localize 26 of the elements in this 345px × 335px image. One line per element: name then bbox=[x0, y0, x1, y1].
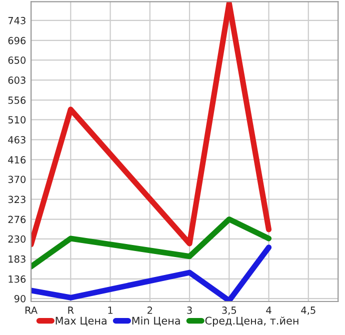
legend-label: Сред.Цена, т.йен bbox=[205, 316, 298, 327]
y-tick-label: 510 bbox=[8, 116, 26, 124]
y-tick-label: 90 bbox=[14, 294, 26, 302]
x-tick-label: RA bbox=[25, 306, 38, 314]
y-tick-label: 650 bbox=[8, 56, 26, 64]
y-tick-label: 416 bbox=[8, 156, 26, 164]
y-tick-label: 230 bbox=[8, 235, 26, 243]
x-tick-label: 2 bbox=[148, 306, 152, 314]
y-tick-label: 696 bbox=[8, 36, 26, 44]
legend-label: Max Цена bbox=[56, 316, 106, 326]
x-tick-label: 4 bbox=[266, 306, 272, 314]
y-tick-label: 183 bbox=[8, 255, 26, 263]
x-tick-label: 4,5 bbox=[301, 306, 316, 315]
y-tick-label: 323 bbox=[8, 196, 26, 204]
y-tick-label: 276 bbox=[8, 216, 26, 224]
x-tick-label: 1 bbox=[108, 306, 112, 314]
x-tick-label: R bbox=[68, 306, 74, 314]
legend-label: Min Цена bbox=[132, 316, 180, 326]
y-tick-label: 370 bbox=[8, 176, 26, 184]
y-tick-label: 603 bbox=[8, 76, 26, 84]
y-tick-label: 743 bbox=[8, 16, 26, 24]
x-tick-label: 3,5 bbox=[222, 306, 236, 315]
y-tick-label: 556 bbox=[8, 96, 26, 104]
y-tick-label: 463 bbox=[8, 136, 26, 144]
x-tick-label: 3 bbox=[187, 306, 192, 314]
y-tick-label: 136 bbox=[8, 275, 26, 283]
